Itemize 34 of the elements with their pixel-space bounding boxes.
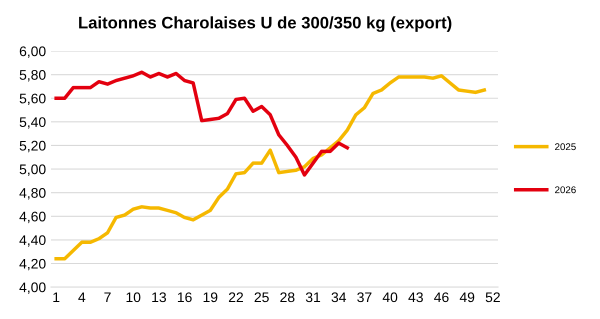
x-tick-label: 31	[306, 292, 320, 302]
legend-label: 2025	[555, 143, 576, 150]
x-tick-label: 4	[78, 292, 86, 302]
x-tick-label: 7	[104, 292, 111, 302]
line-series	[54, 74, 486, 261]
x-tick-label: 16	[178, 292, 192, 302]
legend-label: 2026	[555, 186, 576, 194]
y-tick-label: 4,00	[19, 282, 46, 294]
x-tick-label: 28	[280, 292, 294, 302]
x-tick-label: 13	[152, 292, 166, 302]
line-series	[54, 70, 350, 177]
x-tick-label: 19	[204, 292, 218, 302]
x-tick-label: 25	[254, 292, 269, 302]
x-tick-label: 40	[382, 292, 398, 302]
y-tick-label: 5,00	[20, 164, 46, 176]
y-tick-label: 5,80	[20, 70, 46, 82]
chart-title: Laitonnes Charolaises U de 300/350 kg (export)	[79, 16, 452, 32]
x-tick-label: 37	[357, 292, 372, 302]
y-tick-label: 5,60	[20, 94, 46, 106]
y-tick-label: 6,00	[20, 46, 46, 58]
x-tick-label: 22	[228, 292, 243, 302]
y-tick-label: 4,40	[19, 235, 46, 247]
y-tick-label: 5,20	[20, 140, 46, 152]
y-tick-label: 4,60	[19, 212, 46, 224]
y-tick-label: 5,40	[20, 117, 46, 129]
x-tick-label: 49	[460, 292, 474, 302]
y-tick-label: 4,20	[19, 258, 46, 270]
x-tick-label: 52	[486, 292, 500, 302]
y-tick-label: 4,80	[19, 188, 46, 200]
x-tick-label: 1	[53, 292, 60, 302]
x-tick-label: 43	[408, 292, 423, 302]
x-tick-label: 46	[434, 292, 449, 302]
x-tick-label: 10	[126, 292, 140, 302]
x-tick-label: 34	[332, 292, 346, 302]
